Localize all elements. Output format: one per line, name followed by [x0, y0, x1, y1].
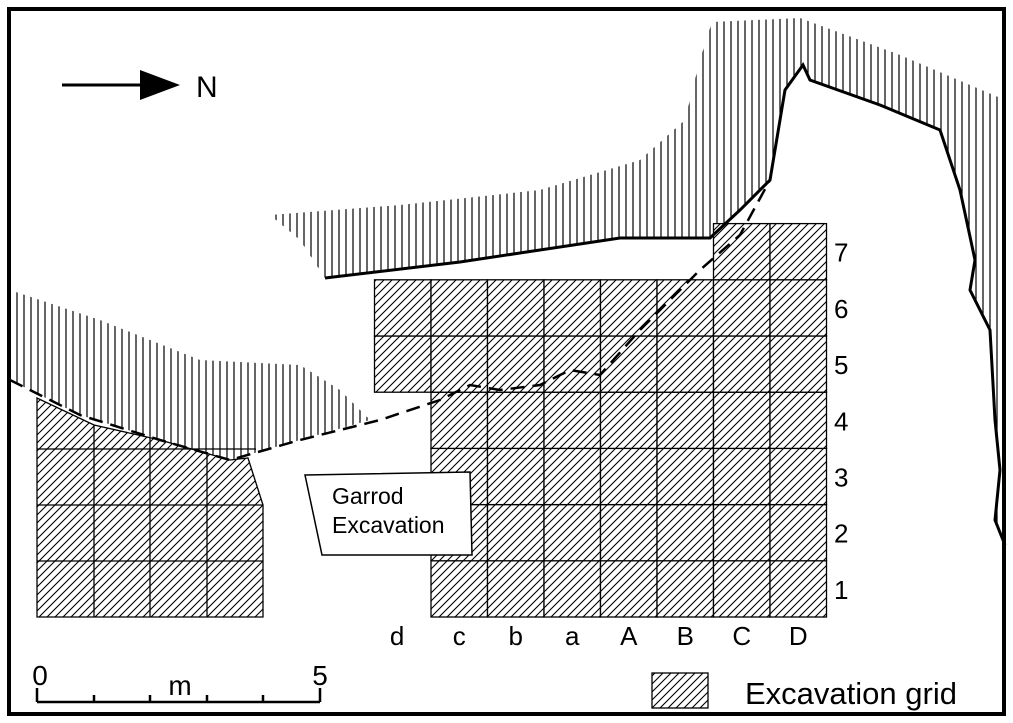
rock-hatch [270, 18, 1005, 545]
grid-cell [430, 335, 489, 393]
grid-cell [656, 279, 715, 337]
grid-cell [769, 222, 828, 281]
grid-cell [712, 279, 771, 337]
grid-cell [430, 560, 489, 618]
scale-label: 5 [312, 660, 328, 691]
grid-cell [769, 279, 828, 337]
scale-bar [35, 688, 322, 704]
dripline [9, 179, 772, 462]
grid-cell [543, 503, 602, 562]
row-label: 3 [834, 463, 848, 493]
grid-cell [486, 335, 545, 393]
column-label: c [453, 621, 466, 651]
grid-cell [656, 447, 715, 506]
grid-cell [769, 503, 828, 562]
scale-unit: m [168, 670, 191, 701]
grid-cell [599, 391, 658, 450]
legend-label: Excavation grid [745, 676, 957, 711]
grid-cell [486, 391, 545, 450]
grid-cell [656, 503, 715, 562]
grid-cell [769, 447, 828, 506]
grid-cell [373, 279, 432, 337]
grid-cell [373, 335, 432, 393]
column-label: B [677, 621, 694, 651]
grid-cell [712, 447, 771, 506]
row-label: 5 [834, 350, 848, 380]
grid-cell [486, 503, 545, 562]
grid-cell [430, 279, 489, 337]
scale-label: 0 [32, 660, 48, 691]
grid-cell [599, 335, 658, 393]
frame [7, 7, 1006, 716]
grid-cell [769, 560, 828, 618]
grid-cell [543, 335, 602, 393]
column-label: d [390, 621, 404, 651]
row-label: 2 [834, 519, 848, 549]
grid-cell [486, 279, 545, 337]
north-label: N [196, 71, 218, 104]
grid-cell [543, 560, 602, 618]
north-arrow-head [140, 70, 180, 100]
grid-cell [430, 391, 489, 450]
grid-cell [543, 279, 602, 337]
grid-cell [543, 391, 602, 450]
row-label: 7 [834, 238, 848, 268]
grid-cell [599, 447, 658, 506]
column-label: A [620, 621, 638, 651]
column-label: C [732, 621, 751, 651]
callout-text: Garrod [332, 483, 404, 509]
grid-cell [712, 391, 771, 450]
cave-outline [324, 62, 1007, 546]
grid-cell [543, 447, 602, 506]
grid-cell [599, 279, 658, 337]
grid-cell [712, 503, 771, 562]
grid-cell [656, 391, 715, 450]
grid-cell [769, 391, 828, 450]
grid-cell [486, 560, 545, 618]
grid-cell [599, 503, 658, 562]
grid-cell [599, 560, 658, 618]
callout-box [304, 471, 473, 556]
column-label: a [565, 621, 580, 651]
grid-cell [712, 560, 771, 618]
grid-cell [769, 335, 828, 393]
grid-cell [712, 335, 771, 393]
row-label: 1 [834, 575, 848, 605]
grid-lines [37, 425, 263, 617]
row-label: 6 [834, 294, 848, 324]
column-label: b [509, 621, 523, 651]
legend-swatch [651, 672, 709, 709]
grid-cell [486, 447, 545, 506]
grid-cell [656, 335, 715, 393]
row-label: 4 [834, 406, 848, 436]
excavation-grid [373, 222, 828, 618]
callout-text: Excavation [332, 512, 445, 538]
grid-cell [656, 560, 715, 618]
rock-hatch [10, 290, 370, 460]
column-label: D [789, 621, 808, 651]
